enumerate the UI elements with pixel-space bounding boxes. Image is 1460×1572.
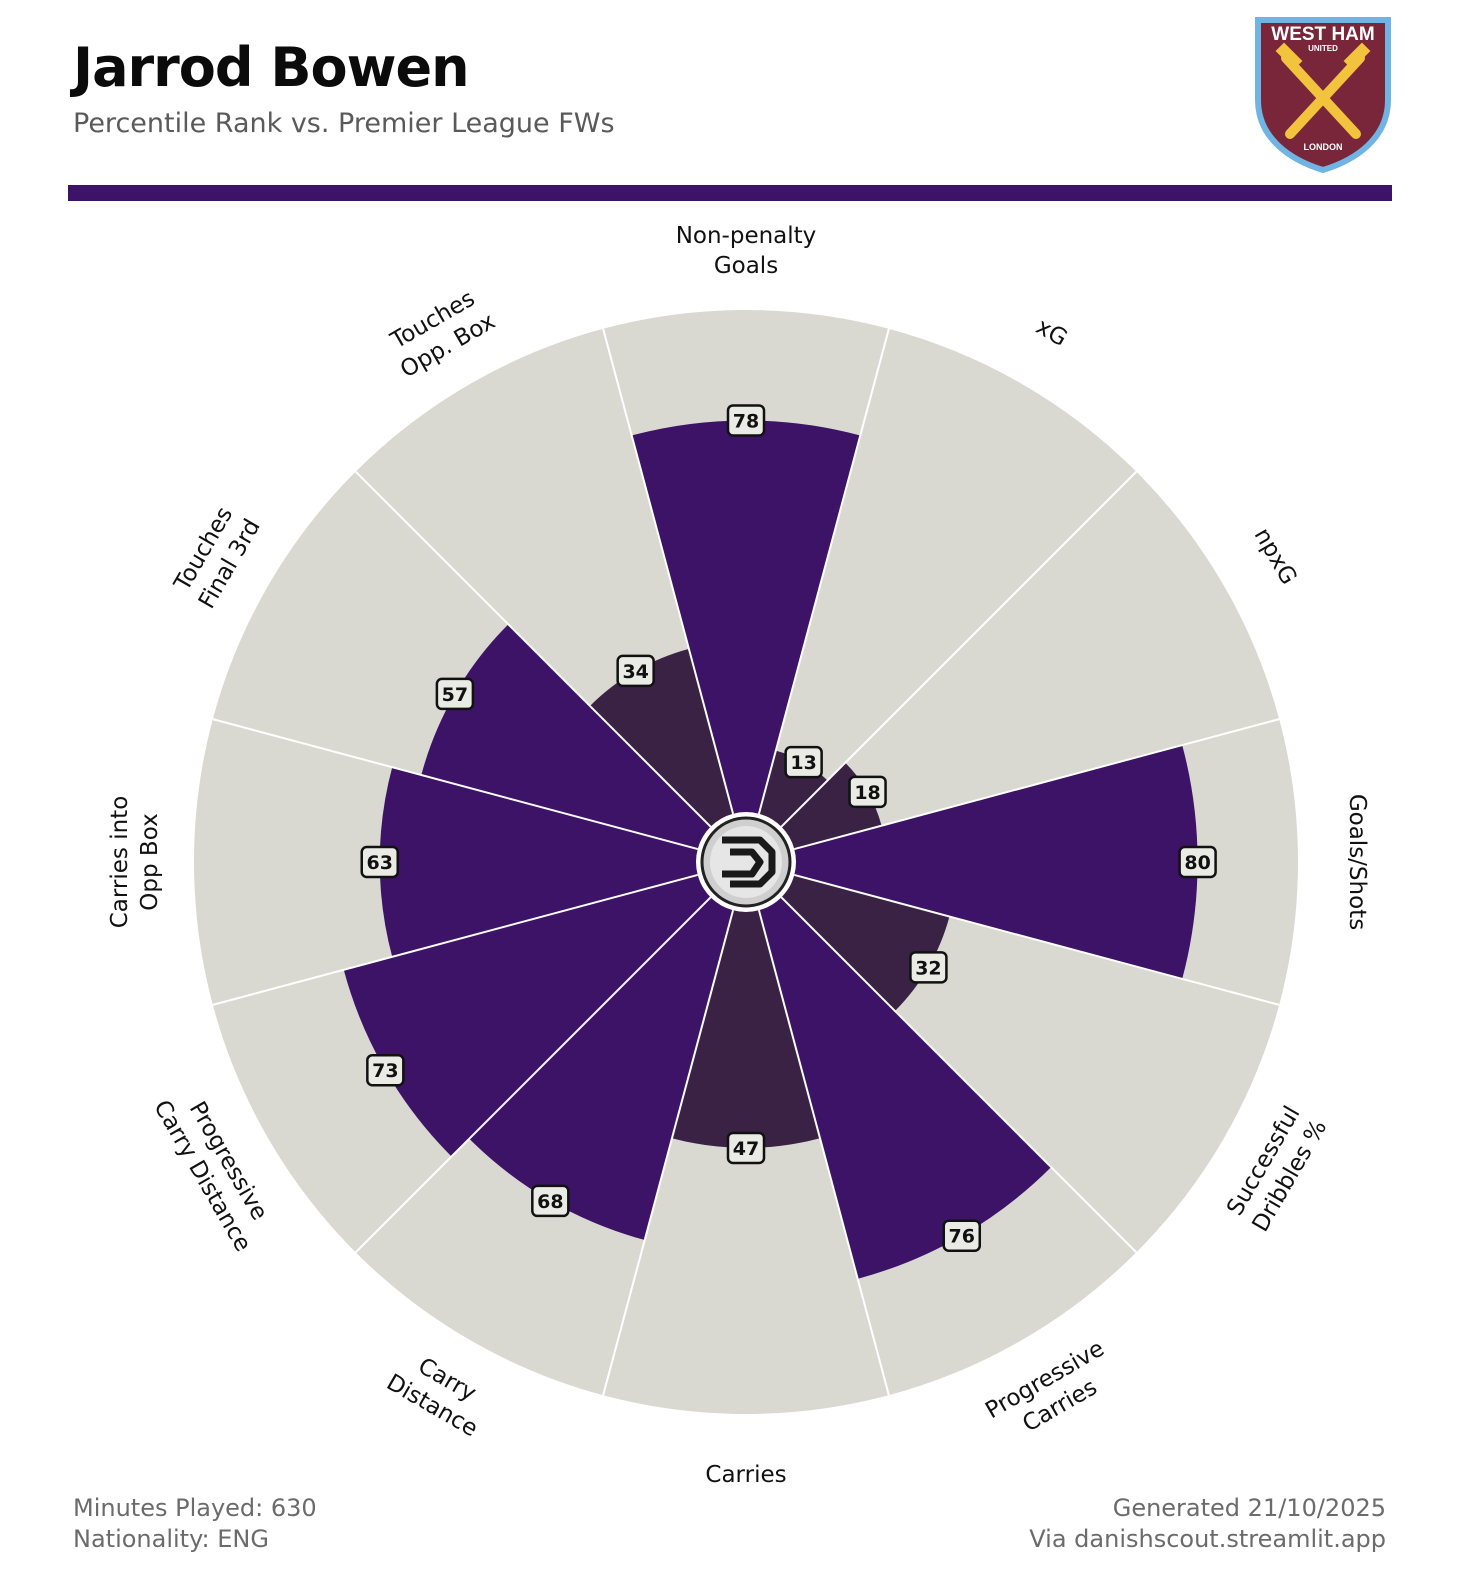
metric-label: Non-penalty Goals [676, 223, 817, 279]
metric-label: CarryDistance [382, 1343, 497, 1442]
minutes-played: Minutes Played: 630 [73, 1494, 317, 1522]
metric-label: xG [1031, 314, 1071, 352]
metric-label-line: xG [1031, 314, 1071, 352]
footer-right: Generated 21/10/2025 Via danishscout.str… [1029, 1493, 1386, 1555]
value-bar [631, 420, 861, 814]
metric-label-line: Goals/Shots [1344, 794, 1370, 930]
slice-separator [354, 470, 712, 828]
value-labels: 78 13 18 80 32 76 47 68 73 63 57 34 [360, 404, 1217, 1252]
metric-label: Goals/Shots [1344, 794, 1370, 930]
crest-united: UNITED [1308, 44, 1338, 53]
slice-separator [794, 718, 1280, 851]
value-label: 68 [537, 1191, 563, 1213]
value-badge: 80 [1178, 845, 1217, 879]
slice-separator [780, 470, 1138, 828]
value-label: 78 [733, 410, 759, 432]
metric-label-line: Non-penalty [676, 223, 817, 249]
metric-label: npxG [1249, 524, 1302, 590]
metric-label: Carries into Opp Box [107, 796, 163, 929]
value-badge: 32 [909, 951, 948, 984]
value-badge-box [848, 775, 887, 809]
value-label: 34 [622, 661, 648, 683]
value-label: 18 [854, 782, 880, 804]
background-slice [758, 328, 1137, 827]
crest-name: WEST HAM [1271, 24, 1374, 45]
value-badge-box [531, 1184, 570, 1218]
value-badge-box [784, 745, 823, 779]
value-badge-box [909, 951, 948, 984]
value-badge: 47 [726, 1131, 766, 1165]
metric-label: Carries [705, 1462, 786, 1488]
value-badge-box [1178, 845, 1217, 879]
metric-label: ProgressiveCarries [981, 1336, 1124, 1451]
value-label: 57 [442, 684, 468, 706]
value-badge-box [360, 845, 399, 879]
value-bar [421, 624, 711, 850]
value-label: 13 [790, 752, 816, 774]
center-logo [697, 813, 795, 911]
value-badge-box [366, 1053, 405, 1087]
value-badge-box [726, 1131, 766, 1165]
metric-label: TouchesOpp. Box [381, 282, 500, 383]
slice-separator [354, 896, 712, 1254]
source-url: Via danishscout.streamlit.app [1029, 1525, 1386, 1553]
slice-separator [780, 896, 1138, 1254]
value-badge-box [726, 404, 766, 437]
slice-separator [212, 718, 698, 851]
value-badge: 68 [531, 1184, 570, 1218]
value-bar [671, 910, 821, 1148]
slice-separator [212, 873, 698, 1006]
value-label: 76 [949, 1226, 975, 1248]
page-subtitle: Percentile Rank vs. Premier League FWs [73, 108, 615, 139]
metric-label-line: Carries into [107, 796, 133, 929]
west-ham-crest-logo: WEST HAM UNITED LONDON [1255, 17, 1391, 174]
slice-separators [212, 328, 1280, 1396]
value-label: 73 [372, 1060, 398, 1082]
value-badge: 78 [726, 404, 766, 437]
slice-separator [602, 910, 735, 1396]
value-badge: 18 [848, 775, 887, 809]
page-title: Jarrod Bowen [73, 36, 470, 99]
nationality: Nationality: ENG [73, 1525, 269, 1553]
metric-label-line: Carries [705, 1462, 786, 1488]
value-label: 80 [1184, 852, 1210, 874]
value-bars [343, 420, 1198, 1279]
value-bar [794, 745, 1198, 979]
generated-date: Generated 21/10/2025 [1112, 1494, 1386, 1522]
crest-city: LONDON [1304, 142, 1343, 152]
header-divider [68, 185, 1392, 201]
value-bar [758, 897, 1052, 1279]
slice-separator [794, 873, 1280, 1006]
value-badge-box [435, 677, 475, 711]
value-label: 32 [915, 957, 941, 979]
value-label: 47 [733, 1138, 759, 1160]
slice-separator [757, 910, 890, 1396]
metric-label: TouchesFinal 3rd [168, 500, 266, 613]
metric-label: SuccessfulDribbles % [1222, 1101, 1333, 1237]
metric-label-line: npxG [1249, 524, 1302, 590]
background-slice [781, 471, 1280, 850]
value-badge-box [616, 654, 655, 688]
footer-left: Minutes Played: 630 Nationality: ENG [73, 1493, 317, 1555]
value-badge: 73 [366, 1053, 405, 1087]
value-bar [589, 648, 734, 827]
metric-label-line: Opp Box [137, 813, 163, 910]
value-bar [379, 767, 698, 957]
value-bar [781, 874, 950, 1011]
slice-separator [602, 328, 735, 814]
value-label: 63 [367, 852, 393, 874]
metric-label-line: Goals [714, 253, 778, 279]
value-badge: 76 [942, 1219, 982, 1252]
value-badge: 63 [360, 845, 399, 879]
value-badge-box [942, 1219, 982, 1252]
value-badge: 34 [616, 654, 655, 688]
value-badge: 13 [784, 745, 823, 779]
polar-chart: Non-penalty Goals xG npxG Goals/Shots Success… [107, 223, 1370, 1488]
slice-separator [757, 328, 890, 814]
value-badge: 57 [435, 677, 475, 711]
